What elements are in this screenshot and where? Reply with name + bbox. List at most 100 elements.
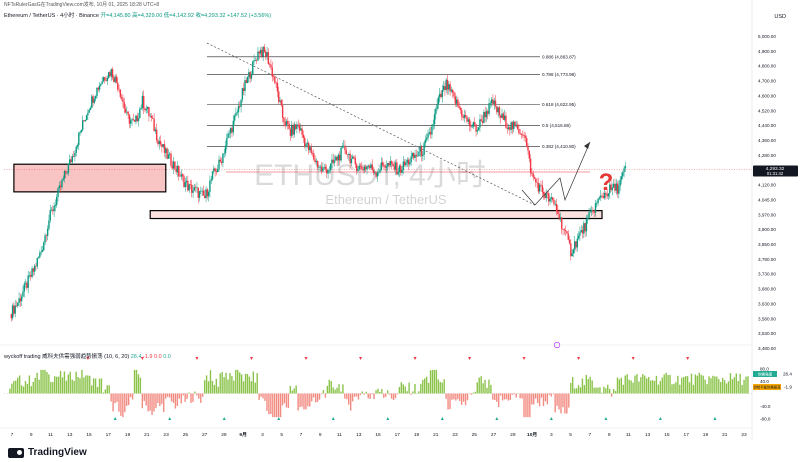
indicator-legend[interactable]: wyckoff trading 威科夫供需强弱趋势振荡 (10, 6, 20) … [4, 352, 171, 360]
candle-body [594, 203, 597, 213]
candle-body [581, 230, 584, 234]
candle-body [244, 80, 246, 91]
indicator-bar [44, 369, 46, 394]
indicator-bar [322, 390, 325, 394]
indicator-bar [429, 370, 432, 394]
candle-body [56, 196, 58, 205]
candle-body [84, 120, 86, 122]
candle-body [549, 198, 551, 202]
indicator-bar [170, 393, 173, 402]
candle-body [131, 119, 133, 121]
candle-body [553, 199, 555, 205]
candle-body [426, 137, 428, 140]
price-badge[interactable] [753, 165, 798, 177]
candle-body [458, 106, 460, 108]
indicator-bar [301, 393, 303, 407]
candle-body [283, 117, 285, 123]
resistance-zone-box[interactable] [13, 163, 167, 193]
candle-body [385, 166, 388, 168]
candle-body [363, 166, 366, 171]
candle-body [615, 183, 617, 191]
candle-body [409, 162, 411, 165]
candle-body [618, 185, 620, 194]
candle-body [445, 79, 447, 91]
candle-body [481, 120, 484, 123]
candle-body [231, 127, 233, 133]
indicator-bar [579, 387, 582, 394]
indicator-tick-label: 40.0 [760, 379, 769, 384]
trendline-dotted[interactable] [206, 42, 536, 206]
indicator-badge-orange[interactable] [753, 384, 781, 390]
candle-body [271, 67, 273, 77]
indicator-bar [601, 392, 603, 394]
indicator-bar [698, 372, 700, 394]
indicator-badge-orange-label: 供给平衡供需振荡 [753, 385, 781, 390]
indicator-bar [618, 379, 621, 394]
support-zone-band[interactable] [149, 210, 603, 220]
candle-body [46, 228, 49, 236]
indicator-bar [605, 388, 607, 394]
indicator-bar [575, 388, 578, 394]
candle-body [519, 133, 521, 134]
indicator-bar [729, 373, 732, 394]
indicator-bar [311, 393, 313, 402]
indicator-bar [349, 393, 352, 411]
indicator-bar [499, 393, 502, 396]
candle-body [428, 132, 431, 134]
candle-body [463, 114, 466, 118]
candle-body [480, 119, 482, 121]
indicator-bar [388, 393, 391, 395]
candle-body [152, 117, 154, 119]
indicator-bar [108, 385, 110, 394]
indicator-bar [272, 393, 274, 418]
candle-body [424, 139, 427, 143]
indicator-bar [679, 384, 681, 394]
indicator-bar [501, 393, 504, 401]
event-marker-icon[interactable] [553, 341, 561, 349]
indicator-bar [157, 393, 159, 403]
indicator-bar [275, 393, 278, 418]
indicator-value-3: 0.0 [154, 354, 162, 360]
indicator-bar [15, 380, 17, 394]
indicator-bar [192, 393, 194, 402]
ohlc-values: 开=4,145.80 高=4,329.00 低=4,142.92 收=4,293… [100, 13, 272, 19]
x-tick-label: 25 [183, 432, 189, 438]
candle-body [88, 109, 90, 113]
indicator-badge-green-label: 供需强度 [758, 372, 773, 377]
candle-body [362, 168, 364, 171]
buy-marker [549, 417, 553, 420]
candle-body [514, 121, 516, 127]
projection-path[interactable] [521, 141, 591, 206]
candle-body [258, 51, 260, 54]
indicator-bar [595, 387, 597, 394]
candle-body [254, 60, 257, 61]
candle-body [85, 115, 88, 121]
indicator-bar [355, 393, 358, 397]
candle-body [63, 170, 66, 179]
candle-body [54, 204, 57, 207]
y-tick-label: 3,900.00 [758, 227, 776, 232]
indicator-bar [696, 375, 699, 394]
x-tick-label: 13 [356, 432, 362, 438]
brand-logo[interactable]: TradingView [8, 447, 87, 458]
candle-body [394, 162, 397, 170]
candle-body [454, 96, 456, 104]
candle-body [87, 112, 89, 116]
indicator-bar [478, 377, 480, 394]
candle-body [462, 116, 464, 118]
currency-label[interactable]: USD [774, 14, 786, 20]
candle-body [339, 154, 341, 161]
indicator-bar [608, 388, 611, 394]
indicator-bar [133, 369, 136, 394]
indicator-bar [145, 393, 147, 406]
indicator-badge-green[interactable] [753, 371, 777, 377]
candle-body [241, 88, 244, 100]
symbol-name[interactable]: Ethereum / TetherUS · 4小时 · Binance [4, 13, 99, 19]
indicator-bar [309, 393, 311, 407]
indicator-bar [240, 374, 243, 394]
candle-body [70, 159, 72, 163]
candle-body [289, 128, 292, 136]
candle-body [32, 268, 35, 272]
indicator-bar [303, 393, 305, 410]
